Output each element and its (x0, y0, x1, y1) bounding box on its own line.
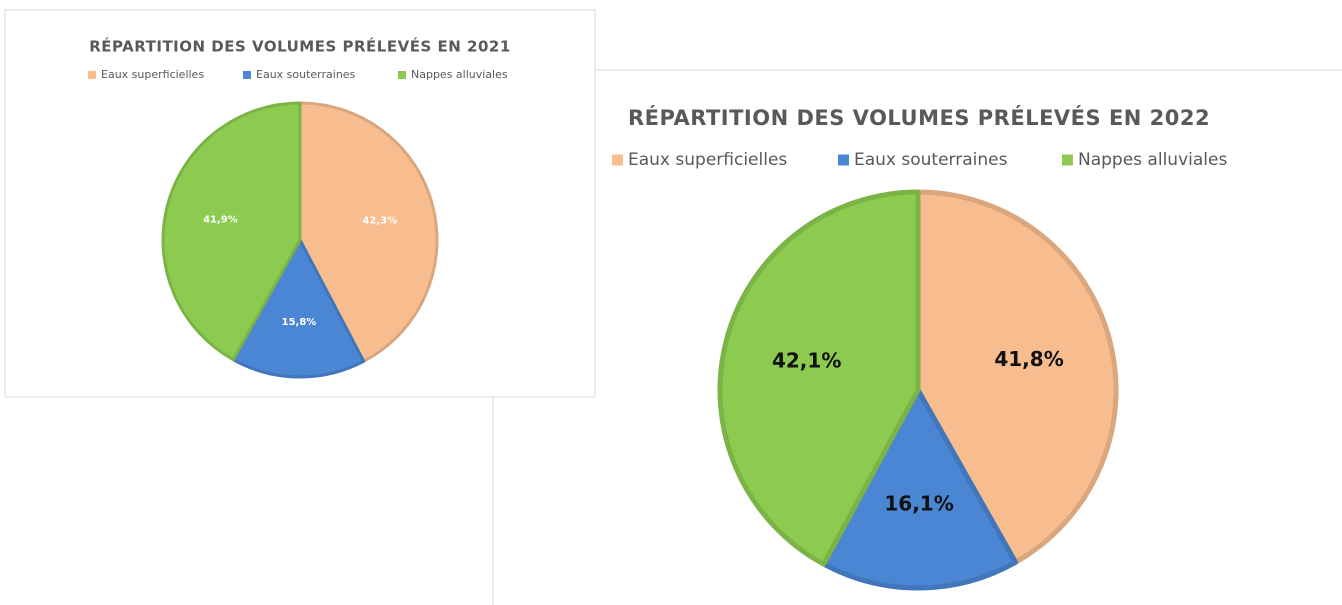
pie-slice (915, 189, 1119, 565)
legend-swatch (838, 154, 849, 166)
legend-swatch (398, 71, 406, 79)
data-label: 41,8% (994, 347, 1063, 371)
pie-slice (821, 387, 1019, 591)
legend-label: Eaux superficielles (101, 68, 204, 81)
legend-swatch (88, 71, 96, 79)
pie-slice (717, 189, 921, 567)
data-label: 16,1% (884, 491, 953, 515)
data-label: 15,8% (282, 317, 317, 328)
legend-label: Eaux superficielles (628, 150, 787, 170)
pie-slice (161, 101, 302, 362)
legend-label: Nappes alluviales (411, 68, 508, 81)
legend-label: Eaux souterraines (256, 68, 356, 81)
legend-swatch (1062, 154, 1073, 166)
legend-swatch (612, 154, 623, 166)
pie-slice (298, 101, 439, 363)
legend-swatch (243, 71, 251, 79)
data-label: 42,3% (362, 215, 397, 226)
chart-title: RÉPARTITION DES VOLUMES PRÉLEVÉS EN 2021 (89, 37, 511, 56)
chart-title: RÉPARTITION DES VOLUMES PRÉLEVÉS EN 2022 (628, 105, 1210, 130)
legend-label: Eaux souterraines (854, 150, 1008, 170)
data-label: 42,1% (772, 348, 841, 372)
pie-slice (231, 238, 366, 379)
legend-label: Nappes alluviales (1078, 150, 1227, 170)
data-label: 41,9% (203, 214, 238, 225)
